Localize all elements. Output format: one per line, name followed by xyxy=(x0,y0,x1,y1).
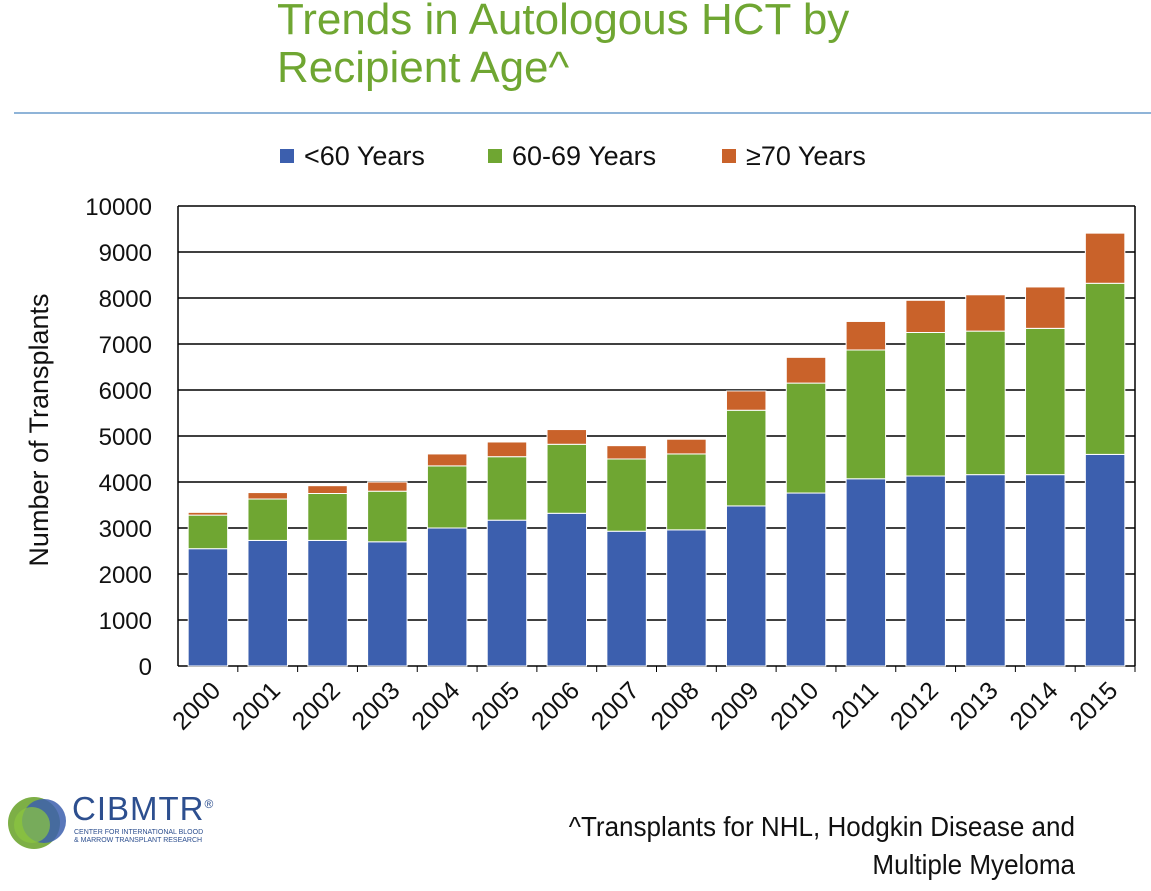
x-tick-label-2015: 2015 xyxy=(1064,676,1123,735)
bar-2000-series-0 xyxy=(187,548,229,667)
x-tick-label-2010: 2010 xyxy=(765,676,824,735)
bar-2011-series-2 xyxy=(845,320,887,351)
y-tick-label-9000: 9000 xyxy=(99,240,152,267)
bar-2005-series-1 xyxy=(486,456,528,521)
bar-2006-series-0 xyxy=(546,512,588,667)
legend-label-0: <60 Years xyxy=(304,141,425,171)
bar-2014-series-2 xyxy=(1025,286,1066,329)
bar-2015-series-2 xyxy=(1084,232,1126,284)
bar-2011-series-0 xyxy=(845,478,887,667)
x-tick-label-2014: 2014 xyxy=(1004,676,1063,735)
y-tick-label-8000: 8000 xyxy=(99,286,152,313)
footnote: ^Transplants for NHL, Hodgkin Disease an… xyxy=(498,808,1075,884)
bar-2014-series-1 xyxy=(1025,327,1066,476)
title-divider xyxy=(14,112,1151,114)
x-tick-label-2002: 2002 xyxy=(287,676,346,735)
y-axis-label: Number of Transplants xyxy=(24,293,54,566)
y-tick-label-7000: 7000 xyxy=(99,332,152,359)
bar-2007-series-0 xyxy=(606,530,647,667)
bar-2014-series-0 xyxy=(1025,474,1066,667)
x-tick-label-2000: 2000 xyxy=(167,676,226,735)
bar-2006-series-2 xyxy=(546,429,588,445)
bar-2007-series-1 xyxy=(606,458,647,532)
bar-2008-series-1 xyxy=(666,453,707,531)
legend-label-2: ≥70 Years xyxy=(746,141,866,171)
bar-2010-series-1 xyxy=(785,382,827,494)
bar-2015-series-1 xyxy=(1084,282,1126,455)
bar-2003-series-1 xyxy=(367,490,408,543)
bar-2003-series-2 xyxy=(367,481,408,492)
slide-title: Trends in Autologous HCT by Recipient Ag… xyxy=(277,0,1037,92)
y-tick-label-5000: 5000 xyxy=(99,424,152,451)
x-tick-label-2001: 2001 xyxy=(227,676,286,735)
bar-2010-series-0 xyxy=(785,492,827,667)
legend-swatch-1 xyxy=(488,149,502,163)
bar-2012-series-1 xyxy=(905,332,946,477)
footnote-line-1: ^Transplants for NHL, Hodgkin Disease an… xyxy=(568,811,1075,842)
bar-2008-series-2 xyxy=(666,438,707,455)
y-tick-label-4000: 4000 xyxy=(99,470,152,497)
bar-2015-series-0 xyxy=(1084,453,1126,667)
logo-subtitle: CENTER FOR INTERNATIONAL BLOOD & MARROW … xyxy=(74,829,254,845)
bar-2001-series-0 xyxy=(247,539,288,667)
bar-2011-series-1 xyxy=(845,349,887,480)
bar-2013-series-1 xyxy=(965,330,1006,476)
bar-2000-series-1 xyxy=(187,514,229,550)
bar-2003-series-0 xyxy=(367,541,408,667)
bar-2012-series-0 xyxy=(905,475,946,667)
bar-2004-series-0 xyxy=(426,527,468,667)
bar-2005-series-2 xyxy=(486,441,528,458)
x-tick-label-2008: 2008 xyxy=(646,676,705,735)
footnote-line-2: Multiple Myeloma xyxy=(872,849,1075,880)
legend-swatch-0 xyxy=(280,149,294,163)
bar-2002-series-0 xyxy=(307,539,348,667)
logo-registered-mark: ® xyxy=(204,797,215,811)
x-tick-label-2009: 2009 xyxy=(705,676,764,735)
bar-2000-series-2 xyxy=(187,511,229,516)
logo-wordmark: CIBMTR® xyxy=(72,790,214,828)
bar-2001-series-2 xyxy=(247,492,288,500)
bar-2009-series-1 xyxy=(725,409,767,507)
logo-subtitle-line-1: CENTER FOR INTERNATIONAL BLOOD xyxy=(74,829,204,836)
logo-name: CIBMTR xyxy=(72,790,205,827)
legend-label-1: 60-69 Years xyxy=(512,141,656,171)
x-tick-label-2005: 2005 xyxy=(466,676,525,735)
x-tick-label-2012: 2012 xyxy=(885,676,944,735)
bar-2013-series-0 xyxy=(965,474,1006,667)
bar-2002-series-2 xyxy=(307,485,348,494)
bar-2008-series-0 xyxy=(666,529,707,667)
y-tick-label-3000: 3000 xyxy=(99,516,152,543)
y-tick-label-0: 0 xyxy=(139,654,152,681)
x-tick-label-2006: 2006 xyxy=(526,676,585,735)
y-tick-label-1000: 1000 xyxy=(99,608,152,635)
bar-2004-series-1 xyxy=(426,465,468,529)
slide-title-line-1: Trends in Autologous HCT by xyxy=(277,0,850,44)
bar-2012-series-2 xyxy=(905,299,946,333)
bar-2005-series-0 xyxy=(486,519,528,667)
y-tick-label-10000: 10000 xyxy=(85,194,152,221)
bar-2009-series-2 xyxy=(725,390,767,411)
bar-2007-series-2 xyxy=(606,445,647,460)
legend-swatch-2 xyxy=(722,149,736,163)
slide-title-line-2: Recipient Age^ xyxy=(277,43,570,92)
x-tick-label-2013: 2013 xyxy=(945,676,1004,735)
bar-2010-series-2 xyxy=(785,356,827,384)
bar-2009-series-0 xyxy=(725,505,767,667)
bar-2002-series-1 xyxy=(307,493,348,541)
bar-2006-series-1 xyxy=(546,443,588,514)
x-tick-label-2004: 2004 xyxy=(406,676,465,735)
cibmtr-logo-icon xyxy=(8,797,66,849)
logo-subtitle-line-2: & MARROW TRANSPLANT RESEARCH xyxy=(74,837,203,844)
y-tick-label-2000: 2000 xyxy=(99,562,152,589)
bar-2013-series-2 xyxy=(965,294,1006,332)
bar-2004-series-2 xyxy=(426,453,468,467)
bar-2001-series-1 xyxy=(247,498,288,541)
y-tick-label-6000: 6000 xyxy=(99,378,152,405)
x-tick-label-2003: 2003 xyxy=(346,676,405,735)
x-tick-label-2007: 2007 xyxy=(586,676,645,735)
x-tick-label-2011: 2011 xyxy=(826,676,884,734)
